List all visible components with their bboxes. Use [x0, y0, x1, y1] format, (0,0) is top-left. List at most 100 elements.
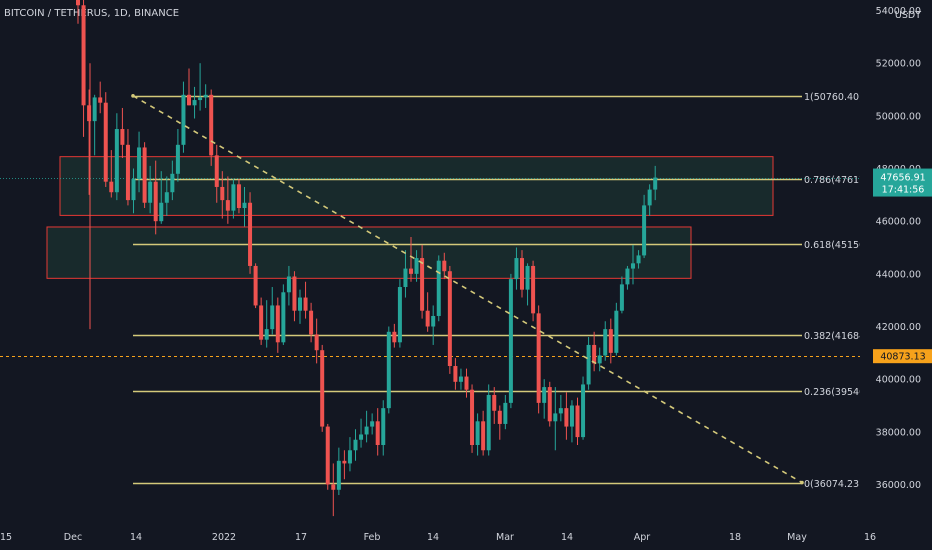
- candle-body: [503, 402, 508, 424]
- candle-body: [331, 484, 336, 490]
- level-price-tag: [873, 349, 932, 364]
- candle-body: [592, 344, 597, 364]
- candle-body: [409, 268, 413, 274]
- candle-body: [375, 421, 380, 446]
- candle-body: [425, 310, 430, 327]
- candle-body: [92, 97, 97, 122]
- candle-body: [148, 181, 153, 203]
- candle-body: [187, 94, 191, 106]
- candle-body: [458, 376, 463, 382]
- candle-body: [181, 94, 186, 145]
- candle-body: [547, 387, 552, 422]
- x-tick-label: 16: [864, 532, 876, 543]
- countdown-value: 17:41:56: [882, 185, 925, 196]
- candle-body: [286, 276, 291, 293]
- y-tick-label: 52000.00: [876, 59, 921, 70]
- candle-body: [303, 297, 308, 311]
- candle-body: [486, 394, 491, 451]
- candle-body: [508, 279, 513, 403]
- candle-body: [336, 460, 341, 490]
- trend-layer[interactable]: [131, 94, 804, 485]
- candle-body: [414, 258, 419, 274]
- trend-handle[interactable]: [800, 480, 804, 485]
- candle-body: [259, 305, 264, 340]
- candle-body: [631, 263, 635, 269]
- candle-body: [170, 173, 175, 193]
- trend-line[interactable]: [132, 95, 803, 484]
- x-tick-label: May: [787, 532, 807, 543]
- trend-handle[interactable]: [131, 94, 135, 98]
- time-axis-bg: [0, 524, 932, 550]
- current-price-tag: [873, 168, 932, 197]
- candle-body: [470, 389, 475, 446]
- candle-body: [225, 200, 230, 211]
- candle-body: [453, 366, 458, 382]
- candle-body: [131, 179, 136, 201]
- currency-label: USDT: [895, 10, 921, 21]
- candle-body: [653, 177, 658, 190]
- candle-body: [575, 405, 580, 438]
- y-tick-label: 36000.00: [876, 480, 921, 491]
- time-axis[interactable]: 15 Dec 14 2022 17 Feb 14 Mar 14 Apr 18 May 16: [0, 524, 932, 550]
- candles-layer: [76, 0, 658, 517]
- candle-body: [242, 202, 247, 209]
- x-tick-label: 17: [295, 532, 307, 543]
- candle-body: [392, 331, 397, 343]
- candle-body: [125, 144, 130, 201]
- y-tick-label: 54000.00: [876, 6, 921, 17]
- candle-body: [558, 408, 563, 414]
- candle-body: [531, 265, 536, 314]
- candle-body: [198, 97, 203, 101]
- y-tick-label: 44000.00: [876, 269, 921, 280]
- candle-body: [542, 387, 547, 403]
- fib-label: 0(36074.23): [804, 479, 863, 490]
- symbol-title: BITCOIN / TETHERUS, 1D, BINANCE: [4, 8, 180, 19]
- fib-label: 0.236(39540.17): [804, 387, 884, 398]
- candle-body: [142, 147, 147, 203]
- candle-body: [492, 394, 497, 411]
- y-tick-label: 46000.00: [876, 217, 921, 228]
- candle-body: [270, 305, 275, 330]
- y-tick-label: 50000.00: [876, 111, 921, 122]
- candle-body: [436, 260, 441, 316]
- candle-body: [98, 97, 103, 103]
- price-axis[interactable]: 54000.0052000.0050000.0048000.0046000.00…: [860, 0, 932, 550]
- x-tick-label: Apr: [634, 532, 651, 543]
- fib-label: 1(50760.40): [804, 92, 863, 103]
- candle-body: [281, 292, 286, 343]
- candle-body: [209, 94, 214, 156]
- x-tick-label: Dec: [64, 532, 82, 543]
- candle-body: [364, 426, 369, 435]
- candle-body: [220, 186, 225, 201]
- candle-body: [536, 313, 541, 403]
- hline-layer: [0, 178, 860, 357]
- candle-body: [619, 284, 624, 311]
- candle-body: [564, 408, 569, 427]
- x-tick-label: 14: [130, 532, 142, 543]
- candle-body: [87, 105, 92, 122]
- x-tick-label: 14: [427, 532, 439, 543]
- candle-body: [370, 421, 375, 427]
- y-tick-label: 42000.00: [876, 322, 921, 333]
- candle-body: [397, 287, 402, 343]
- candle-body: [120, 129, 125, 145]
- candle-body: [447, 271, 452, 367]
- candle-body: [248, 202, 253, 266]
- x-tick-label: 15: [0, 532, 12, 543]
- candle-body: [253, 265, 258, 306]
- candle-body: [264, 329, 269, 340]
- candle-body: [137, 147, 142, 180]
- x-tick-label: 2022: [212, 532, 236, 543]
- candle-body: [381, 408, 386, 446]
- candle-body: [114, 129, 119, 193]
- candle-body: [314, 334, 319, 351]
- candle-body: [109, 181, 114, 193]
- fib-label: 0.382(41684.35): [804, 331, 884, 342]
- candle-body: [625, 268, 630, 285]
- zones-layer: [46, 156, 774, 279]
- fib-label: 0.786(47617.56): [804, 175, 884, 186]
- candle-body: [647, 189, 652, 206]
- current-price-value: 47656.91: [880, 173, 925, 184]
- candle-body: [514, 258, 519, 280]
